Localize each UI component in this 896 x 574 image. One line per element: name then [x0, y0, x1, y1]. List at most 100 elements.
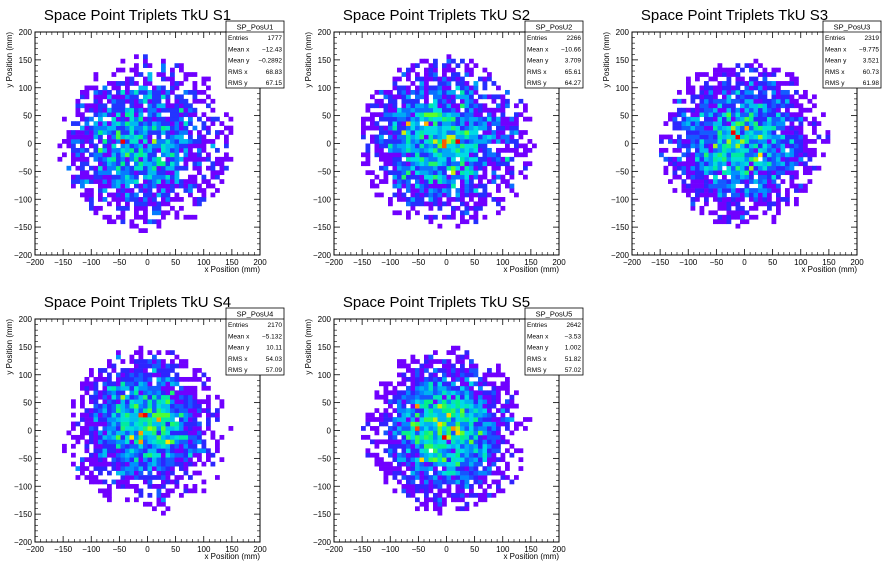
histogram-bin — [62, 116, 67, 122]
histogram-bin — [410, 201, 416, 207]
histogram-bin — [771, 183, 777, 189]
histogram-bin — [89, 430, 94, 436]
histogram-bin — [415, 112, 420, 118]
histogram-bin — [210, 143, 216, 149]
histogram-bin — [753, 201, 759, 207]
histogram-bin — [433, 116, 438, 122]
histogram-bin — [469, 452, 474, 458]
histogram-bin — [758, 85, 763, 91]
histogram-bin — [731, 183, 736, 189]
histogram-bin — [116, 439, 121, 445]
histogram-bin — [505, 390, 510, 396]
histogram-bin — [125, 116, 130, 122]
histogram-bin — [518, 457, 524, 463]
histogram-bin — [487, 412, 492, 418]
histogram-bin — [415, 210, 420, 216]
histogram-bin — [93, 205, 99, 211]
histogram-bin — [192, 421, 198, 427]
histogram-bin — [84, 408, 90, 413]
histogram-bin — [482, 421, 488, 427]
histogram-bin — [464, 139, 470, 144]
histogram-bin — [406, 439, 411, 445]
histogram-bin — [789, 147, 795, 153]
histogram-bin — [473, 170, 479, 176]
histogram-bin — [179, 116, 184, 122]
histogram-bin — [129, 457, 135, 463]
histogram-bin — [717, 170, 723, 176]
histogram-bin — [111, 421, 117, 427]
histogram-bin — [170, 81, 175, 86]
histogram-bin — [704, 183, 709, 189]
histogram-bin — [695, 125, 700, 131]
histogram-bin — [147, 399, 153, 405]
histogram-bin — [107, 381, 112, 387]
histogram-bin — [219, 399, 225, 405]
histogram-bin — [776, 103, 781, 109]
histogram-bin — [446, 121, 452, 126]
histogram-bin — [419, 501, 425, 507]
histogram-bin — [75, 134, 81, 140]
histogram-bin — [415, 174, 420, 180]
histogram-bin — [478, 174, 483, 180]
histogram-bin — [451, 448, 456, 454]
histogram-bin — [464, 434, 470, 440]
histogram-bin — [419, 394, 425, 400]
histogram-bin — [726, 170, 732, 176]
histogram-bin — [433, 448, 438, 454]
histogram-bin — [487, 492, 492, 498]
histogram-bin — [442, 443, 447, 449]
histogram-bin — [397, 183, 402, 189]
histogram-bin — [690, 152, 696, 158]
histogram-bin — [125, 443, 130, 449]
histogram-bin — [102, 147, 108, 153]
histogram-bin — [93, 421, 99, 427]
histogram-bin — [762, 143, 768, 149]
histogram-bin — [116, 443, 121, 449]
histogram-bin — [410, 461, 416, 467]
histogram-bin — [780, 165, 786, 171]
histogram-bin — [125, 76, 130, 82]
histogram-bin — [143, 143, 148, 149]
histogram-bin — [107, 421, 112, 427]
histogram-bin — [93, 85, 99, 91]
histogram-bin — [379, 152, 384, 158]
histogram-bin — [514, 390, 519, 396]
histogram-bin — [496, 484, 501, 489]
histogram-bin — [500, 421, 506, 427]
histogram-bin — [758, 94, 763, 100]
histogram-bin — [406, 188, 411, 193]
histogram-bin — [713, 170, 718, 176]
histogram-bin — [496, 394, 501, 400]
histogram-bin — [174, 421, 180, 427]
histogram-bin — [500, 372, 506, 378]
histogram-bin — [174, 94, 180, 100]
histogram-bin — [397, 89, 402, 95]
histogram-bin — [401, 170, 407, 176]
histogram-bin — [415, 417, 420, 422]
histogram-bin — [161, 368, 166, 373]
y-tick-label: −100 — [14, 195, 33, 204]
histogram-bin — [129, 89, 135, 95]
histogram-bin — [401, 197, 407, 202]
histogram-bin — [753, 112, 759, 118]
histogram-bin — [704, 179, 709, 184]
histogram-bin — [415, 488, 420, 494]
histogram-bin — [749, 139, 754, 144]
histogram-bin — [437, 448, 443, 454]
histogram-bin — [478, 479, 483, 485]
histogram-bin — [473, 139, 479, 144]
histogram-bin — [500, 385, 506, 391]
histogram-bin — [170, 103, 175, 109]
histogram-bin — [473, 448, 479, 454]
histogram-bin — [708, 192, 714, 198]
histogram-bin — [120, 107, 126, 113]
histogram-bin — [415, 372, 420, 378]
histogram-bin — [455, 403, 461, 409]
histogram-bin — [690, 139, 696, 144]
histogram-bin — [464, 107, 470, 113]
histogram-bin — [758, 197, 763, 202]
histogram-bin — [433, 466, 438, 471]
histogram-bin — [129, 399, 135, 405]
histogram-bin — [460, 103, 465, 109]
histogram-bin — [487, 116, 492, 122]
